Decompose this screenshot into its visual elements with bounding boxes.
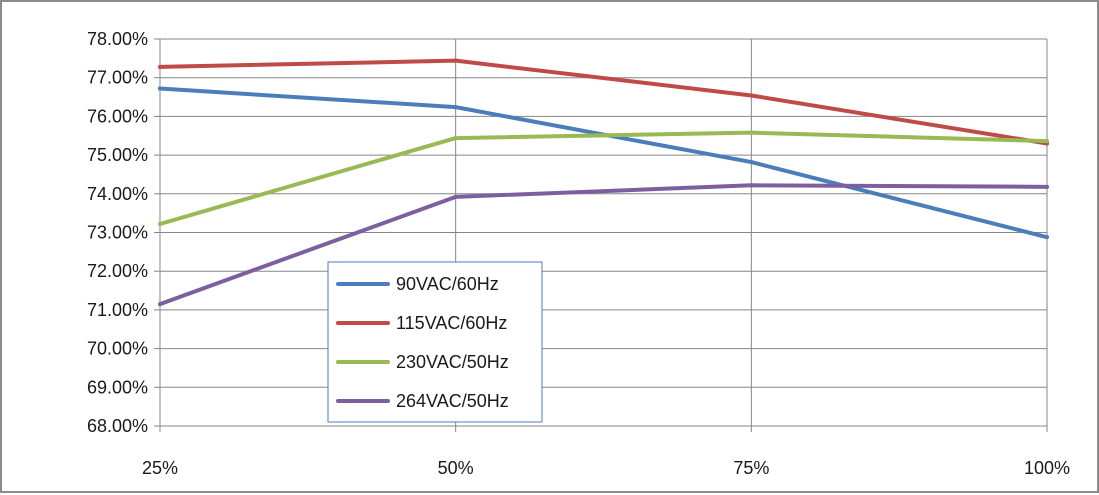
legend-label: 90VAC/60Hz bbox=[396, 274, 499, 294]
data-point bbox=[158, 302, 162, 307]
y-tick-label: 72.00% bbox=[87, 261, 148, 281]
y-tick-label: 78.00% bbox=[87, 29, 148, 49]
data-point bbox=[453, 136, 458, 141]
series-line-2 bbox=[158, 130, 1049, 226]
legend-label: 264VAC/50Hz bbox=[396, 391, 509, 411]
gridlines bbox=[160, 38, 1048, 426]
x-tick-label: 100% bbox=[1024, 458, 1070, 478]
data-point bbox=[158, 86, 162, 91]
y-tick-label: 71.00% bbox=[87, 300, 148, 320]
y-tick-label: 74.00% bbox=[87, 184, 148, 204]
data-point bbox=[749, 160, 754, 165]
x-tick-labels: 25% 50% 75% 100% bbox=[142, 458, 1070, 478]
data-point bbox=[158, 221, 162, 226]
y-tick-labels: 68.00% 69.00% 70.00% 71.00% 72.00% 73.00% 74.0… bbox=[87, 29, 148, 436]
data-point bbox=[453, 58, 458, 63]
x-tick-label: 25% bbox=[142, 458, 178, 478]
legend-label: 115VAC/60Hz bbox=[396, 313, 507, 333]
legend-box bbox=[327, 261, 543, 423]
y-tick-label: 76.00% bbox=[87, 106, 148, 126]
series-line-3 bbox=[158, 183, 1049, 307]
legend: 90VAC/60Hz 115VAC/60Hz 230VAC/50Hz 264VAC/5… bbox=[327, 261, 543, 423]
data-point bbox=[749, 130, 754, 135]
series-lines bbox=[158, 58, 1049, 307]
data-point bbox=[1045, 184, 1049, 189]
y-tick-label: 68.00% bbox=[87, 416, 148, 436]
x-tick-label: 75% bbox=[733, 458, 769, 478]
data-point bbox=[1045, 235, 1049, 240]
legend-label: 230VAC/50Hz bbox=[396, 352, 509, 372]
x-tick-label: 50% bbox=[438, 458, 474, 478]
data-point bbox=[453, 194, 458, 199]
axes bbox=[154, 38, 1048, 432]
data-point bbox=[453, 105, 458, 110]
series-line-0 bbox=[158, 86, 1049, 240]
y-tick-label: 73.00% bbox=[87, 223, 148, 243]
data-point bbox=[749, 183, 754, 188]
y-tick-label: 69.00% bbox=[87, 377, 148, 397]
data-point bbox=[158, 64, 162, 69]
y-tick-label: 75.00% bbox=[87, 145, 148, 165]
y-tick-label: 70.00% bbox=[87, 339, 148, 359]
y-tick-label: 77.00% bbox=[87, 68, 148, 88]
series-line-1 bbox=[158, 58, 1049, 146]
data-point bbox=[749, 93, 754, 98]
data-point bbox=[1045, 139, 1049, 144]
